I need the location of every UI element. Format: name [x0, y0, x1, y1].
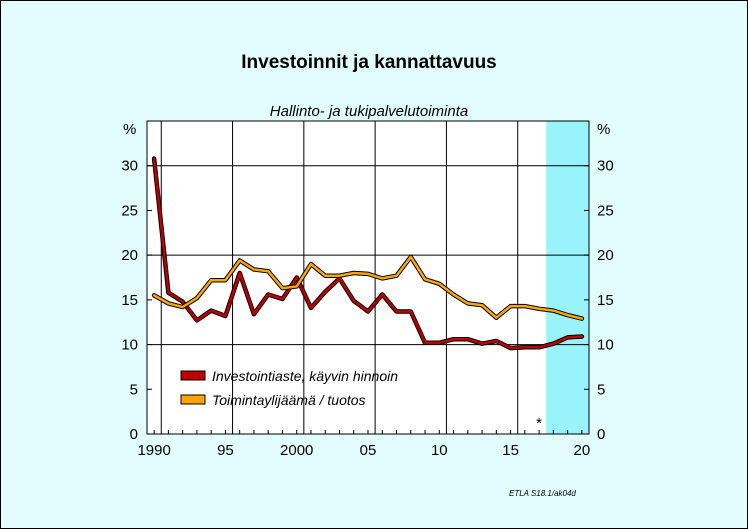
y-tick-label-left: 20 — [121, 247, 138, 264]
y-tick-label-left: 10 — [121, 337, 138, 354]
y-tick-label-right: 15 — [597, 292, 614, 309]
y-tick-label-right: 0 — [597, 426, 605, 443]
legend-label: Investointiaste, käyvin hinnoin — [212, 368, 398, 384]
x-tick-label: 10 — [431, 442, 448, 459]
plot-background — [147, 121, 589, 434]
chart-subtitle: Hallinto- ja tukipalvelutoiminta — [270, 103, 468, 120]
chart-credit: ETLA S18.1/ak04d — [509, 489, 576, 498]
y-tick-label-right: 20 — [597, 247, 614, 264]
chart-title: Investoinnit ja kannattavuus — [241, 52, 497, 73]
investment-rate-line — [152, 157, 584, 350]
x-tick-label: 95 — [217, 442, 234, 459]
forecast-shading — [546, 121, 589, 434]
operating-surplus-line — [152, 255, 584, 320]
y-tick-label-left: 25 — [121, 202, 138, 219]
y-tick-label-left: 30 — [121, 158, 138, 175]
legend-swatch — [180, 370, 206, 381]
x-tick-label: 15 — [502, 442, 519, 459]
y-tick-label-right: 25 — [597, 202, 614, 219]
x-tick-label: 2000 — [280, 442, 313, 459]
legend-label: Toimintaylijäämä / tuotos — [212, 392, 366, 408]
y-tick-label-right: 5 — [597, 381, 605, 398]
y-tick-label-left: 15 — [121, 292, 138, 309]
y-tick-label-right: 10 — [597, 337, 614, 354]
y-tick-label-left: 5 — [130, 381, 138, 398]
legend-swatch — [180, 394, 206, 405]
forecast-marker: * — [536, 415, 542, 432]
x-tick-label: 1990 — [137, 442, 170, 459]
y-axis-label-right: % — [597, 121, 610, 138]
y-tick-label-right: 30 — [597, 158, 614, 175]
x-tick-label: 05 — [360, 442, 377, 459]
y-axis-label-left: % — [123, 121, 136, 138]
x-tick-label: 20 — [574, 442, 591, 459]
y-tick-label-left: 0 — [130, 426, 138, 443]
